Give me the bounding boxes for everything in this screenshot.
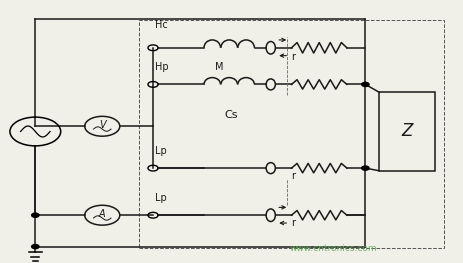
Text: Cs: Cs (225, 110, 238, 120)
Text: V: V (99, 120, 106, 130)
Text: www.cntronics.com: www.cntronics.com (289, 244, 377, 253)
Text: M: M (215, 62, 224, 72)
Text: Lp: Lp (155, 193, 167, 203)
Text: r: r (292, 171, 295, 181)
Text: r: r (292, 218, 295, 228)
Circle shape (31, 245, 39, 249)
Circle shape (362, 82, 369, 87)
Text: Z: Z (401, 123, 413, 140)
Text: r: r (292, 52, 295, 62)
Bar (379, 92, 435, 171)
Text: Hp: Hp (155, 62, 169, 72)
Circle shape (362, 166, 369, 170)
Text: Lp: Lp (155, 146, 167, 156)
Circle shape (31, 213, 39, 217)
Text: Hc: Hc (155, 20, 168, 30)
Text: A: A (99, 209, 106, 219)
